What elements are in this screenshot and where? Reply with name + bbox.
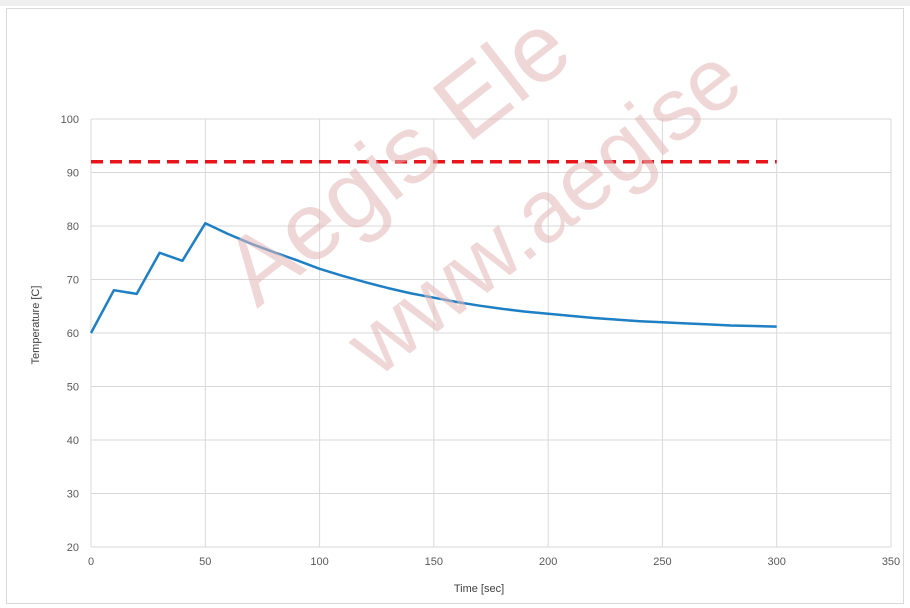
x-tick-label-0: 0: [88, 556, 94, 568]
y-tick-label-7: 90: [67, 168, 79, 180]
y-tick-label-8: 100: [61, 114, 79, 126]
x-tick-label-2: 100: [310, 556, 328, 568]
y-tick-label-6: 80: [67, 221, 79, 233]
x-tick-label-1: 50: [199, 556, 211, 568]
y-tick-label-3: 50: [67, 382, 79, 394]
y-tick-label-2: 40: [67, 435, 79, 447]
tick-labels: 20 30 40 50 60 70 80 90 100 0 50 100 150 200 250 300 350: [61, 114, 901, 568]
y-tick-label-1: 30: [67, 489, 79, 501]
x-tick-label-3: 150: [425, 556, 443, 568]
temperature-line-0: [89, 222, 777, 334]
grid-lines: [90, 118, 892, 548]
chart-area: 20 30 40 50 60 70 80 90 100 0 50 100 150 200 250 300 350…: [6, 8, 904, 604]
y-axis-title: Temperature [C]: [30, 286, 42, 365]
y-tick-label-0: 20: [67, 542, 79, 554]
x-tick-label-7: 350: [882, 556, 900, 568]
x-tick-label-4: 200: [539, 556, 557, 568]
series-lines: [89, 160, 777, 334]
watermark: Aegis Ele www.aegise: [204, 9, 759, 395]
temperature-chart: 20 30 40 50 60 70 80 90 100 0 50 100 150 200 250 300 350…: [30, 9, 901, 595]
y-tick-label-4: 60: [67, 328, 79, 340]
y-tick-label-5: 70: [67, 275, 79, 287]
x-tick-label-6: 300: [768, 556, 786, 568]
x-axis-title: Time [sec]: [454, 583, 504, 595]
x-tick-label-5: 250: [653, 556, 671, 568]
top-cropped-strip: [0, 0, 910, 6]
